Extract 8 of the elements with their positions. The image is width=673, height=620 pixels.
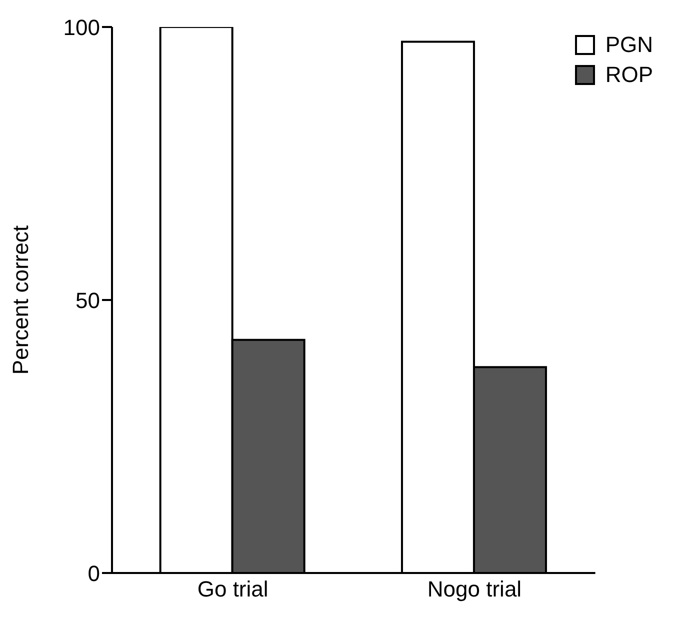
legend-label: ROP <box>605 62 653 88</box>
y-axis-title: Percent correct <box>8 225 33 375</box>
x-tick-label: Go trial <box>197 576 268 602</box>
legend-label: PGN <box>605 32 653 58</box>
x-tick-label: Nogo trial <box>427 576 522 602</box>
y-tick-label: 50 <box>76 288 100 313</box>
y-tick-label: 0 <box>88 560 100 586</box>
y-tick-label: 100 <box>63 14 100 40</box>
